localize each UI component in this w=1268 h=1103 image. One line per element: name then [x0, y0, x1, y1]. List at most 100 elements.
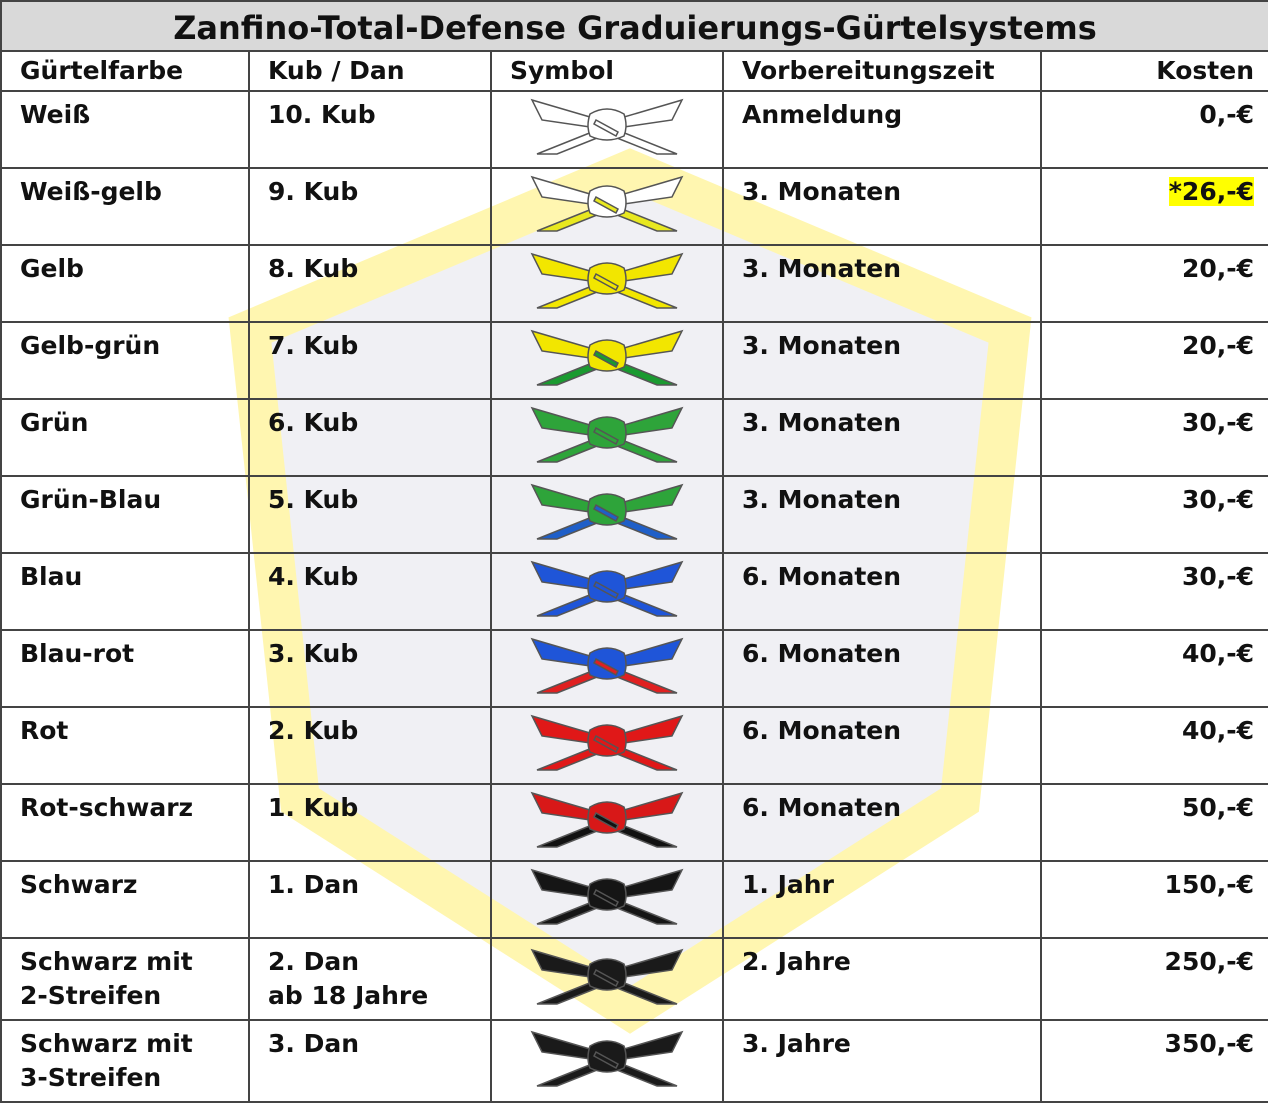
belt-symbol [522, 169, 692, 235]
column-header: Kub / Dan [249, 51, 491, 91]
symbol-cell [491, 861, 723, 938]
grade-cell: 4. Kub [249, 553, 491, 630]
belt-color: Schwarz mit [20, 945, 230, 979]
symbol-cell [491, 476, 723, 553]
grade-cell: 6. Kub [249, 399, 491, 476]
belt-color-cell: Grün [1, 399, 249, 476]
cost-cell: 20,-€ [1041, 322, 1268, 399]
grade: 2. Kub [268, 714, 472, 748]
cost: 30,-€ [1182, 562, 1254, 591]
belt-color: Gelb [20, 252, 230, 286]
belt-color: 3-Streifen [20, 1061, 230, 1095]
column-header: Vorbereitungszeit [723, 51, 1041, 91]
belt-color: Rot-schwarz [20, 791, 230, 825]
grade: 7. Kub [268, 329, 472, 363]
belt-symbol [522, 785, 692, 851]
grade: 1. Dan [268, 868, 472, 902]
belt-color-cell: Gelb [1, 245, 249, 322]
symbol-cell [491, 168, 723, 245]
symbol-cell [491, 630, 723, 707]
belt-symbol [522, 708, 692, 774]
symbol-cell [491, 784, 723, 861]
preparation-time: 3. Monaten [723, 476, 1041, 553]
belt-symbol [522, 1024, 692, 1090]
grade-cell: 3. Dan [249, 1020, 491, 1102]
belt-color-cell: Rot [1, 707, 249, 784]
belt-color: Blau-rot [20, 637, 230, 671]
cost-cell: 30,-€ [1041, 553, 1268, 630]
cost: 350,-€ [1165, 1029, 1254, 1058]
belt-color-cell: Rot-schwarz [1, 784, 249, 861]
belt-color-cell: Blau-rot [1, 630, 249, 707]
grade-cell: 3. Kub [249, 630, 491, 707]
preparation-time: 6. Monaten [723, 553, 1041, 630]
belt-color: Rot [20, 714, 230, 748]
preparation-time: 6. Monaten [723, 784, 1041, 861]
belt-symbol [522, 631, 692, 697]
belt-row: Rot-schwarz 1. Kub 6. Monaten 50,-€ [1, 784, 1268, 861]
cost: 50,-€ [1182, 793, 1254, 822]
preparation-time: 3. Monaten [723, 168, 1041, 245]
grade: 4. Kub [268, 560, 472, 594]
cost-cell: 150,-€ [1041, 861, 1268, 938]
preparation-time: 6. Monaten [723, 630, 1041, 707]
grade-cell: 7. Kub [249, 322, 491, 399]
cost: 40,-€ [1182, 716, 1254, 745]
belt-symbol [522, 400, 692, 466]
cost-cell: 0,-€ [1041, 91, 1268, 168]
grade-cell: 8. Kub [249, 245, 491, 322]
symbol-cell [491, 553, 723, 630]
belt-color: Schwarz mit [20, 1027, 230, 1061]
grade: 5. Kub [268, 483, 472, 517]
cost: 30,-€ [1182, 408, 1254, 437]
preparation-time: 6. Monaten [723, 707, 1041, 784]
preparation-time: 3. Monaten [723, 322, 1041, 399]
grade-cell: 9. Kub [249, 168, 491, 245]
grade: 6. Kub [268, 406, 472, 440]
belt-symbol [522, 862, 692, 928]
grade: 3. Kub [268, 637, 472, 671]
cost-cell: 40,-€ [1041, 707, 1268, 784]
preparation-time: 2. Jahre [723, 938, 1041, 1020]
cost-cell: 30,-€ [1041, 476, 1268, 553]
grade: ab 18 Jahre [268, 979, 472, 1013]
belt-symbol [522, 477, 692, 543]
cost-cell: 30,-€ [1041, 399, 1268, 476]
table-title: Zanfino-Total-Defense Graduierungs-Gürte… [1, 1, 1268, 51]
preparation-time: 3. Jahre [723, 1020, 1041, 1102]
belt-color-cell: Gelb-grün [1, 322, 249, 399]
preparation-time: 3. Monaten [723, 245, 1041, 322]
symbol-cell [491, 245, 723, 322]
cost: 20,-€ [1182, 331, 1254, 360]
belt-symbol [522, 554, 692, 620]
grade-cell: 10. Kub [249, 91, 491, 168]
belt-color: 2-Streifen [20, 979, 230, 1013]
symbol-cell [491, 707, 723, 784]
symbol-cell [491, 399, 723, 476]
belt-color: Weiß [20, 98, 230, 132]
cost-cell: 250,-€ [1041, 938, 1268, 1020]
belt-symbol [522, 942, 692, 1008]
preparation-time: 1. Jahr [723, 861, 1041, 938]
grade: 1. Kub [268, 791, 472, 825]
belt-row: Gelb-grün 7. Kub 3. Monaten 20,-€ [1, 322, 1268, 399]
belt-color-cell: Schwarz [1, 861, 249, 938]
grade-cell: 1. Dan [249, 861, 491, 938]
belt-row: Rot 2. Kub 6. Monaten 40,-€ [1, 707, 1268, 784]
belt-color: Schwarz [20, 868, 230, 902]
belt-symbol [522, 323, 692, 389]
symbol-cell [491, 938, 723, 1020]
grade: 10. Kub [268, 98, 472, 132]
cost: *26,-€ [1169, 177, 1254, 206]
